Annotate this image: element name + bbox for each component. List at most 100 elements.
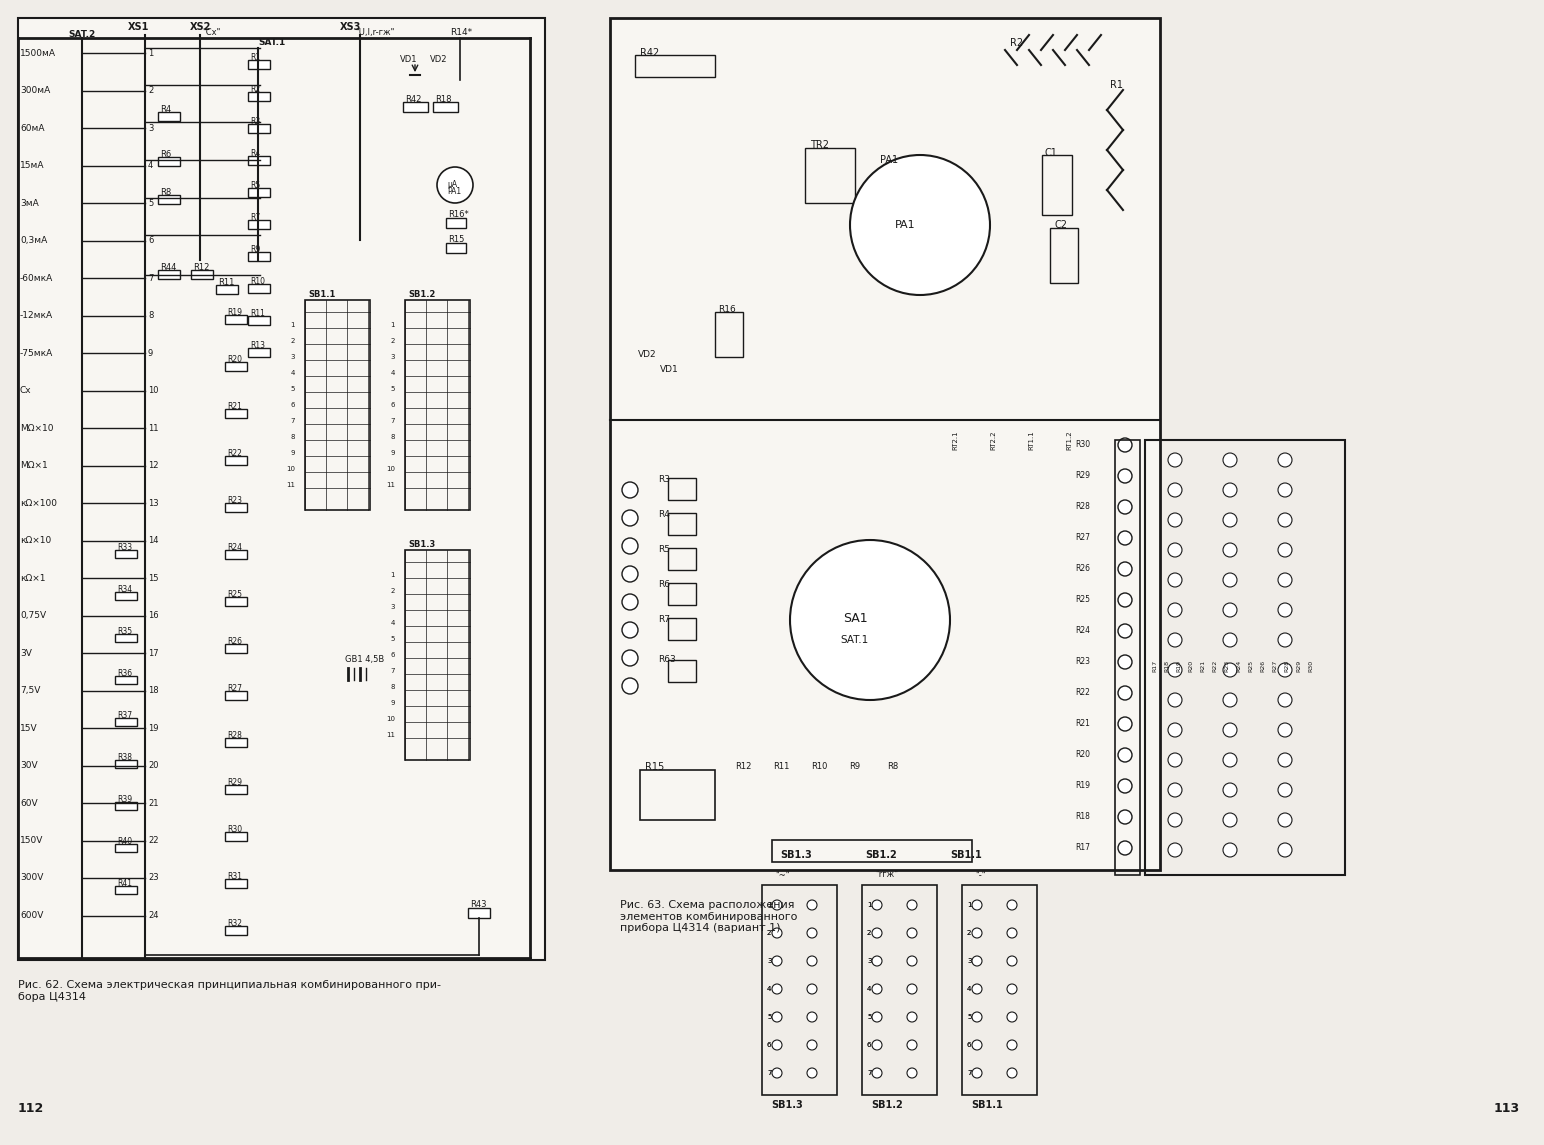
Text: R20: R20 [1075, 750, 1090, 759]
Text: 4: 4 [290, 370, 295, 376]
Bar [157, 157, 181, 166]
Circle shape [1118, 779, 1132, 793]
Text: R10: R10 [250, 277, 266, 286]
Bar [225, 879, 247, 889]
Text: 7: 7 [868, 1069, 871, 1076]
Circle shape [973, 1068, 982, 1077]
Text: 9: 9 [391, 700, 395, 706]
Text: Рис. 63. Схема расположения
элементов комбинированного
прибора Ц4314 (вариант 1): Рис. 63. Схема расположения элементов ко… [621, 900, 797, 933]
Text: 8: 8 [148, 311, 153, 319]
Circle shape [872, 1068, 882, 1077]
Bar [225, 456, 247, 465]
Text: 1: 1 [967, 902, 971, 908]
Circle shape [872, 1040, 882, 1050]
Text: R9: R9 [849, 763, 860, 771]
Circle shape [1278, 543, 1292, 556]
Text: 3: 3 [391, 605, 395, 610]
Text: VD1: VD1 [400, 55, 417, 64]
Text: 7: 7 [967, 1069, 971, 1076]
Circle shape [851, 155, 990, 295]
Circle shape [906, 927, 917, 938]
Circle shape [1118, 562, 1132, 576]
Bar [669, 618, 696, 640]
Text: R3: R3 [658, 475, 670, 484]
Text: 7: 7 [767, 1069, 772, 1076]
Text: R23: R23 [1224, 660, 1229, 672]
Bar [216, 285, 238, 294]
Text: -12мкА: -12мкА [20, 311, 52, 319]
Circle shape [1278, 722, 1292, 737]
Circle shape [906, 984, 917, 994]
Text: R26: R26 [1260, 660, 1266, 672]
Circle shape [1118, 500, 1132, 514]
Circle shape [973, 956, 982, 966]
Text: R21: R21 [1075, 719, 1090, 728]
Circle shape [1118, 624, 1132, 638]
Text: 0,3мА: 0,3мА [20, 236, 48, 245]
Circle shape [808, 1040, 817, 1050]
Bar [403, 102, 428, 112]
Circle shape [1118, 593, 1132, 607]
Text: PA1: PA1 [894, 220, 916, 230]
Circle shape [1223, 633, 1237, 647]
Text: R21: R21 [227, 402, 242, 411]
Text: R37: R37 [117, 711, 133, 720]
Text: 15V: 15V [20, 724, 37, 733]
Circle shape [906, 1068, 917, 1077]
Text: 9: 9 [148, 348, 153, 357]
Text: R27: R27 [1272, 660, 1277, 672]
Text: R18: R18 [1075, 812, 1090, 821]
Circle shape [437, 167, 472, 203]
Text: 3: 3 [767, 958, 772, 964]
Text: R31: R31 [227, 872, 242, 881]
Bar [249, 124, 270, 133]
Text: 6: 6 [868, 1042, 871, 1048]
Text: R5: R5 [250, 181, 261, 190]
Text: R22: R22 [1075, 688, 1090, 697]
Text: 1: 1 [767, 902, 772, 908]
Circle shape [772, 900, 781, 910]
Bar [306, 300, 371, 510]
Text: R27: R27 [1075, 534, 1090, 542]
Bar [641, 769, 715, 820]
Text: PA1: PA1 [448, 187, 462, 196]
Circle shape [872, 984, 882, 994]
Text: 7,5V: 7,5V [20, 686, 40, 695]
Text: 1: 1 [868, 902, 871, 908]
Text: 150V: 150V [20, 836, 43, 845]
Text: МΩ×10: МΩ×10 [20, 424, 54, 433]
Text: SAT.1: SAT.1 [258, 38, 286, 47]
Circle shape [622, 510, 638, 526]
Text: 2: 2 [391, 589, 395, 594]
Bar [114, 844, 137, 852]
Text: 12: 12 [148, 461, 159, 469]
Text: R23: R23 [227, 496, 242, 505]
Text: R44: R44 [161, 263, 176, 273]
Circle shape [1167, 543, 1183, 556]
Text: -75мкА: -75мкА [20, 348, 52, 357]
Text: SB1.2: SB1.2 [871, 1100, 903, 1110]
Text: R19: R19 [1177, 660, 1181, 672]
Bar [114, 550, 137, 558]
Text: 14: 14 [148, 536, 159, 545]
Bar [405, 300, 469, 510]
Text: R15: R15 [448, 235, 465, 244]
Text: R20: R20 [227, 355, 242, 364]
Text: 3: 3 [391, 354, 395, 360]
Bar [669, 477, 696, 500]
Text: SAT.2: SAT.2 [68, 30, 96, 39]
Circle shape [1223, 572, 1237, 587]
Bar [468, 908, 489, 918]
Text: 5: 5 [767, 1014, 772, 1020]
Text: SB1.1: SB1.1 [307, 290, 335, 299]
Text: R25: R25 [227, 590, 242, 599]
Bar [772, 840, 973, 862]
Bar [114, 592, 137, 600]
Text: R32: R32 [227, 919, 242, 927]
Circle shape [1167, 722, 1183, 737]
Text: SB1.2: SB1.2 [865, 850, 897, 860]
Text: R30: R30 [1308, 660, 1314, 672]
Text: SB1.3: SB1.3 [780, 850, 812, 860]
Text: 10: 10 [386, 466, 395, 472]
Bar [19, 18, 545, 960]
